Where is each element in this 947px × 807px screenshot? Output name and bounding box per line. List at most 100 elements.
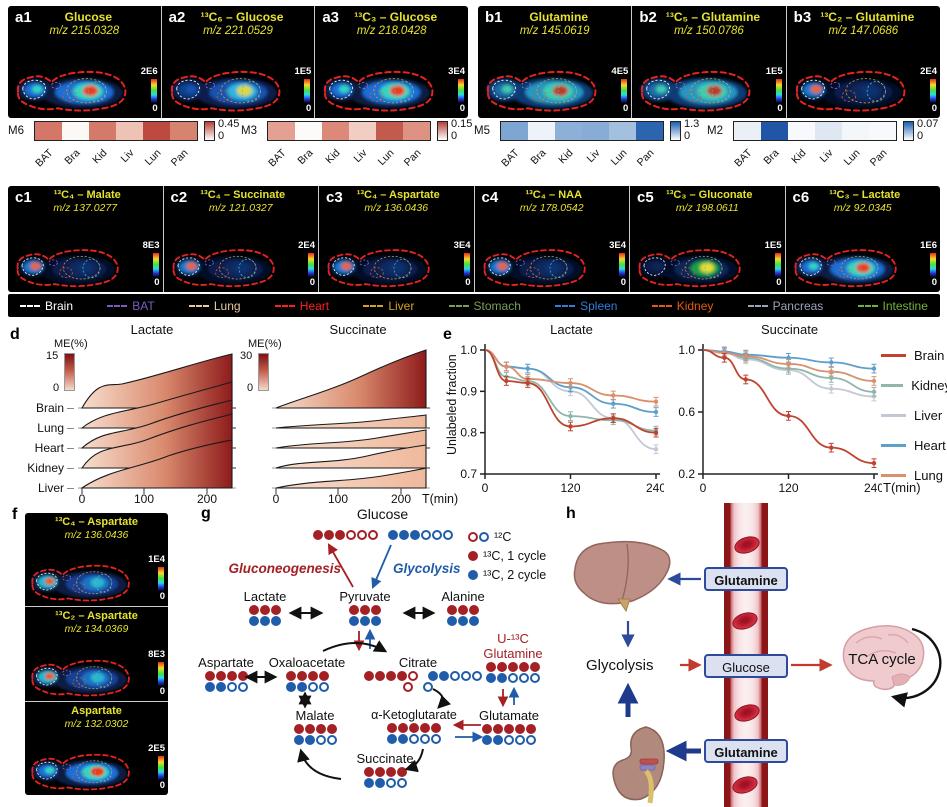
node-glutamine-dots (473, 661, 553, 684)
node-succinate: Succinate (340, 751, 430, 789)
svg-text:240: 240 (864, 481, 882, 495)
msi-panel: a2 ¹³C₆ – Glucose m/z 221.0529 1E5 0 (160, 6, 315, 118)
colorbar-gradient (158, 661, 164, 686)
node-citrate: Citrate (363, 655, 482, 693)
colorbar-min: 0 (159, 780, 165, 792)
tissue-tick-label: Lun (608, 147, 630, 168)
tissue-tick-label: Kid (323, 147, 343, 167)
heatmap-cell (501, 122, 528, 140)
msi-panel: b2 ¹³C₅ – Glutamine m/z 150.0786 1E5 0 (631, 6, 785, 118)
colorbar-max: 15 (46, 350, 59, 362)
heatmap-cell (403, 122, 430, 140)
dashed-outline-swatch (274, 305, 295, 308)
msi-box-f: ¹³C₄ – Aspartate m/z 136.0436 1E4 0 ¹³C₂… (25, 513, 168, 795)
msi-panel: b1 Glutamine m/z 145.0619 4E5 0 (478, 6, 631, 118)
dashed-outline-swatch (747, 305, 768, 308)
intensity-colorbar: 2E6 0 (140, 66, 158, 115)
colorbar-min: 0 (159, 591, 165, 603)
dashed-outline-swatch (857, 305, 878, 308)
heatmap-cell (815, 122, 842, 140)
line-chart: 1.0 0.6 0.2 0 120 240 (678, 343, 882, 495)
metabolite-name: ¹³C₃ – Gluconate (666, 189, 753, 201)
legend-line-swatch (881, 353, 906, 357)
heatmap-cell (609, 122, 636, 140)
heatmap-cell (322, 122, 349, 140)
organ-label: Lung (26, 421, 74, 435)
mouse-section-image (479, 244, 589, 290)
colorbar-max: 3E4 (609, 240, 626, 252)
colorbar-max: 1E5 (764, 240, 782, 252)
panel-letter: c2 (170, 189, 188, 206)
legend-row: ¹³C, 2 cycle (467, 565, 546, 584)
colorbar-gradient (458, 79, 465, 104)
tissue-tick-label: Liv (817, 147, 836, 165)
mz-value: m/z 215.0328 (49, 25, 120, 37)
colorbar-max: 3E4 (448, 66, 466, 78)
heatmap-strip: M2 BAT Bra Kid Liv Lun Pan 0.07 0 (707, 118, 940, 182)
panel-letter: h (566, 505, 576, 522)
colorbar-label: ME(%) (248, 338, 282, 350)
mouse-section-image (319, 64, 437, 116)
msi-panel: c6 ¹³C₃ – Lactate m/z 92.0345 1E6 0 (784, 186, 941, 292)
tissue-legend-item: Spleen (555, 299, 617, 313)
colorbar-min: 0 (465, 277, 471, 289)
colorbar-max: 8E3 (148, 648, 165, 660)
colorbar-min: 0 (459, 103, 466, 115)
heatmap-cell (842, 122, 869, 140)
legend-label: Liver (914, 407, 943, 423)
colorbar-max: 2E5 (148, 743, 165, 755)
tissue-legend-item: Stomach (448, 298, 521, 313)
chart-title: Succinate (329, 322, 387, 337)
metabolite-name: ¹³C₄ – Aspartate (54, 516, 139, 528)
colorbar-gradient (150, 79, 157, 104)
mouse-section-image (12, 64, 130, 116)
heatmap-cell (788, 122, 815, 140)
svg-text:0.8: 0.8 (460, 426, 477, 440)
linechart-lactate: Lactate Unlabeled fraction 1.0 0.9 0.8 0.7 0… (445, 322, 664, 504)
legend-line-swatch (881, 383, 904, 387)
x-axis-label: T(min) (883, 480, 921, 495)
metabolite-name: ¹³C₄ – NAA (525, 189, 583, 201)
intensity-colorbar: 1E5 0 (766, 66, 783, 115)
mouse-section-image (27, 749, 133, 793)
carbon-dots (467, 569, 478, 581)
heatmap-cell (89, 122, 116, 140)
panel-e-linecharts: e Lactate Unlabeled fraction 1.0 0.9 0.8 0.… (435, 322, 947, 504)
panel-g-pathway: g Glucose ¹²C ¹³C, 1 cycle (195, 503, 560, 807)
glucose-box: Glucose (704, 654, 788, 678)
msi-panel: c4 ¹³C₄ – NAA m/z 178.0542 3E4 0 (473, 186, 630, 292)
legend-item: Liver (881, 400, 947, 430)
panel-letter: b3 (793, 9, 812, 26)
tissue-legend-item: Kidney (651, 299, 713, 313)
metabolite-name: ¹³C₄ – Succinate (200, 189, 286, 201)
heatmap-scale-max: 0.45 (218, 118, 240, 130)
msi-panel: c5 ¹³C₃ – Gluconate m/z 198.0611 1E5 0 (629, 186, 785, 292)
tissue-name: Intestine (882, 298, 928, 313)
heatmap-cells (34, 121, 198, 141)
mz-value: m/z 178.0542 (519, 202, 584, 214)
heatmap-colorbar (437, 121, 448, 141)
tissue-tick-label: Lun (375, 147, 397, 168)
colorbar-max: 2E6 (140, 66, 158, 78)
metabolite-name: Glucose (64, 10, 113, 24)
heatmap-strip: M5 BAT Bra Kid Liv Lun Pan 1.3 0 (474, 118, 707, 182)
node-glutamate: Glutamate (461, 708, 557, 746)
colorbar-gradient (774, 253, 781, 278)
carbon-dots (467, 531, 489, 543)
svg-text:0.7: 0.7 (460, 467, 477, 481)
legend-line-swatch (881, 413, 906, 417)
heatmap-scale-min: 0 (684, 130, 691, 142)
msi-panel: c1 ¹³C₄ – Malate m/z 137.0277 8E3 0 (8, 186, 163, 292)
tissue-name: Stomach (473, 298, 521, 313)
tissue-tick-label: Kid (789, 147, 809, 167)
panel-letter: b1 (485, 9, 503, 26)
msi-panel: c3 ¹³C₄ – Aspartate m/z 136.0436 3E4 0 (318, 186, 474, 292)
carbon-dots (467, 550, 478, 562)
dashed-outline-swatch (20, 305, 40, 308)
intensity-colorbar: 8E3 0 (143, 240, 160, 289)
tissue-tick-label: Pan (401, 147, 424, 169)
x-tick: 0 (78, 492, 86, 506)
heatmap-cell (582, 122, 609, 140)
heatmap-scale-max: 1.3 (684, 118, 700, 130)
heatmap-cell (349, 122, 376, 140)
